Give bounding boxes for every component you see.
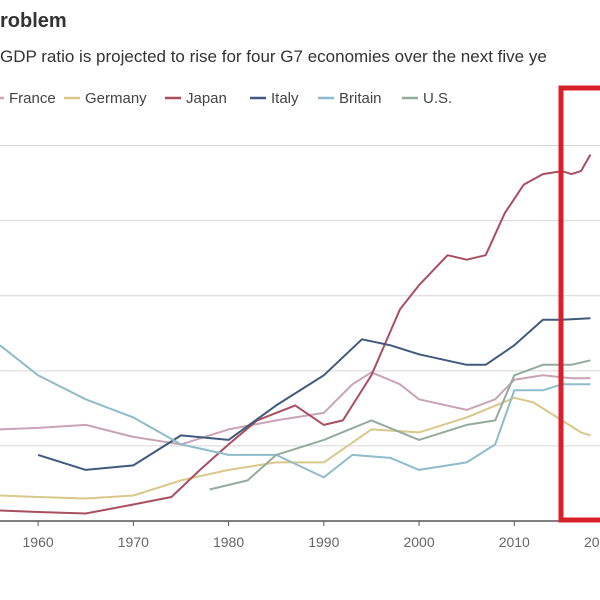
series-line xyxy=(0,396,591,500)
legend: France Germany Japan Italy Britain U.S. xyxy=(0,90,452,107)
x-tick-label: 1980 xyxy=(213,534,244,550)
grid: 1960 1970 1980 1990 2000 2010 20 xyxy=(0,145,600,550)
series-line xyxy=(0,154,592,515)
series-line xyxy=(0,344,591,479)
series-line xyxy=(0,371,591,446)
chart-subtitle: GDP ratio is projected to rise for four … xyxy=(0,47,547,66)
legend-label: Japan xyxy=(186,90,227,107)
x-tick-label: 2000 xyxy=(403,534,434,550)
x-tick-label: 2010 xyxy=(499,534,530,550)
highlight-box xyxy=(558,85,600,523)
x-tick-label: 1990 xyxy=(308,534,339,550)
legend-label: France xyxy=(9,90,56,107)
legend-label: Germany xyxy=(85,90,147,107)
series-line xyxy=(209,359,591,491)
lines xyxy=(0,154,592,515)
x-tick-label: 1960 xyxy=(23,534,54,550)
x-tick-label: 1970 xyxy=(118,534,149,550)
legend-label: Britain xyxy=(339,90,382,107)
x-tick-label: 20 xyxy=(584,534,600,550)
legend-label: Italy xyxy=(271,90,299,107)
series-line xyxy=(37,317,591,471)
legend-label: U.S. xyxy=(423,90,452,107)
chart-title: roblem xyxy=(0,10,67,32)
